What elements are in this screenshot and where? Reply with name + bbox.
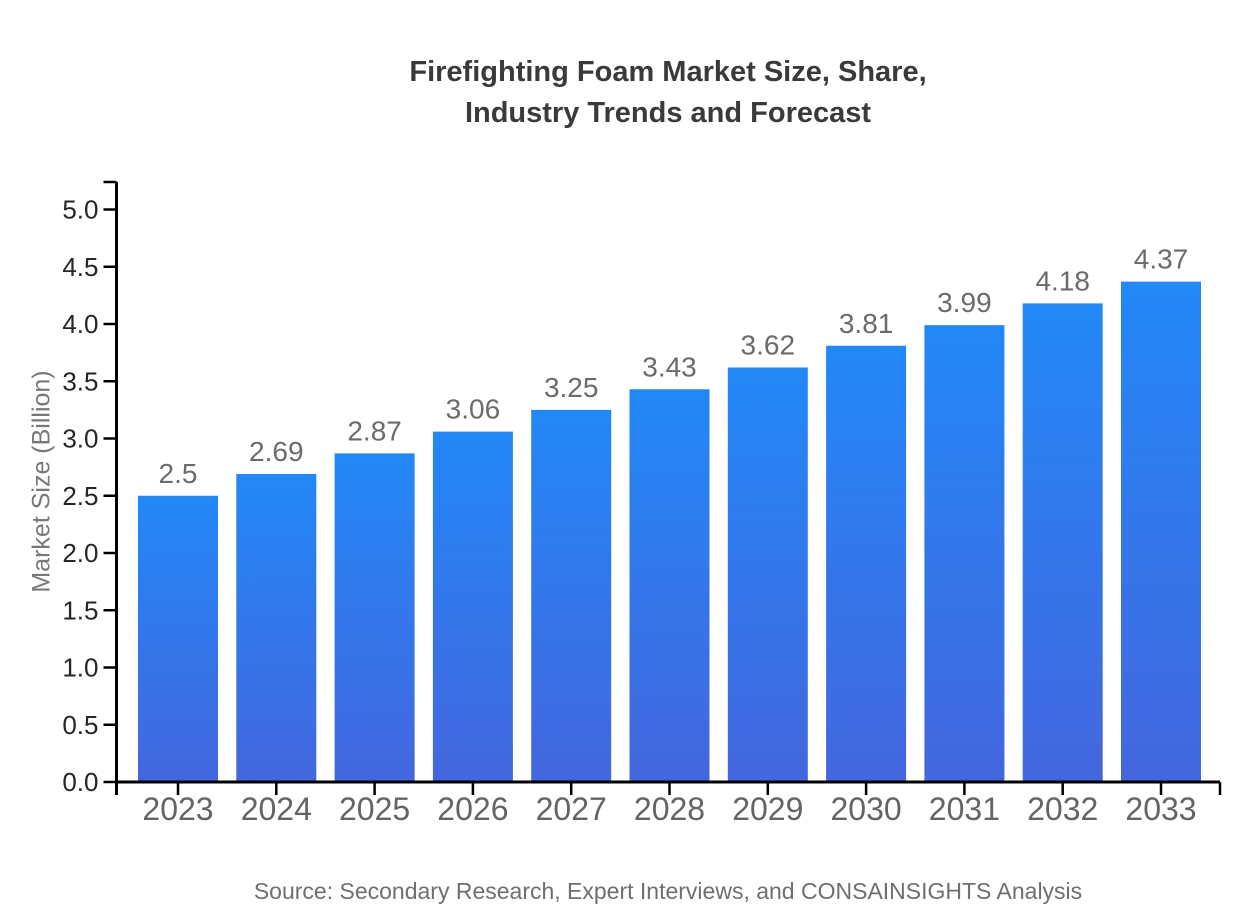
- x-tick-label-2028: 2028: [634, 791, 705, 827]
- x-tick-label-2029: 2029: [732, 791, 803, 827]
- x-tick-label-2025: 2025: [339, 791, 410, 827]
- y-tick-label-2.5: 2.5: [62, 481, 98, 511]
- y-tick-label-1.0: 1.0: [62, 653, 98, 683]
- bar-2026: [432, 431, 513, 782]
- x-tick-label-2033: 2033: [1125, 791, 1196, 827]
- bar-value-label-2024: 2.69: [249, 436, 304, 467]
- bar-value-label-2033: 4.37: [1134, 244, 1189, 275]
- bar-2032: [1022, 303, 1103, 782]
- bar-value-label-2030: 3.81: [839, 308, 894, 339]
- source-caption: Source: Secondary Research, Expert Inter…: [253, 878, 1083, 904]
- y-tick-label-5.0: 5.0: [62, 195, 98, 225]
- bar-2033: [1121, 281, 1201, 782]
- x-tick-label-2027: 2027: [536, 791, 607, 827]
- chart-title-line1: Firefighting Foam Market Size, Share,: [409, 56, 927, 88]
- x-tick-label-2032: 2032: [1027, 791, 1098, 827]
- bar-2031: [924, 325, 1005, 782]
- x-tick-label-2026: 2026: [437, 791, 508, 827]
- bar-value-label-2032: 4.18: [1035, 265, 1090, 296]
- chart-title: Firefighting Foam Market Size, Share, In…: [76, 52, 1260, 134]
- y-tick-label-1.5: 1.5: [62, 595, 98, 625]
- bar-value-label-2023: 2.5: [159, 458, 198, 489]
- bar-2025: [334, 453, 415, 782]
- bar-2024: [236, 473, 317, 782]
- bar-2023: [138, 495, 218, 782]
- bar-value-label-2031: 3.99: [937, 287, 992, 318]
- x-tick-label-2024: 2024: [241, 791, 312, 827]
- bar-value-label-2025: 2.87: [347, 415, 402, 446]
- bar-value-label-2027: 3.25: [544, 372, 599, 403]
- bar-2027: [531, 409, 612, 782]
- bar-2029: [727, 367, 808, 782]
- x-tick-label-2030: 2030: [831, 791, 902, 827]
- x-tick-label-2023: 2023: [142, 791, 213, 827]
- bar-2028: [629, 389, 710, 782]
- y-tick-label-4.0: 4.0: [62, 309, 98, 339]
- y-tick-label-4.5: 4.5: [62, 252, 98, 282]
- y-tick-label-0.0: 0.0: [62, 767, 98, 797]
- x-tick-label-2031: 2031: [929, 791, 1000, 827]
- bar-2030: [826, 345, 907, 782]
- chart-title-line2: Industry Trends and Forecast: [464, 97, 872, 129]
- bar-value-label-2026: 3.06: [446, 394, 501, 425]
- y-tick-label-3.5: 3.5: [62, 366, 98, 396]
- y-tick-label-3.0: 3.0: [62, 424, 98, 454]
- bar-value-label-2029: 3.62: [741, 330, 796, 361]
- bar-value-label-2028: 3.43: [642, 351, 697, 382]
- y-tick-label-2.0: 2.0: [62, 538, 98, 568]
- y-tick-label-0.5: 0.5: [62, 710, 98, 740]
